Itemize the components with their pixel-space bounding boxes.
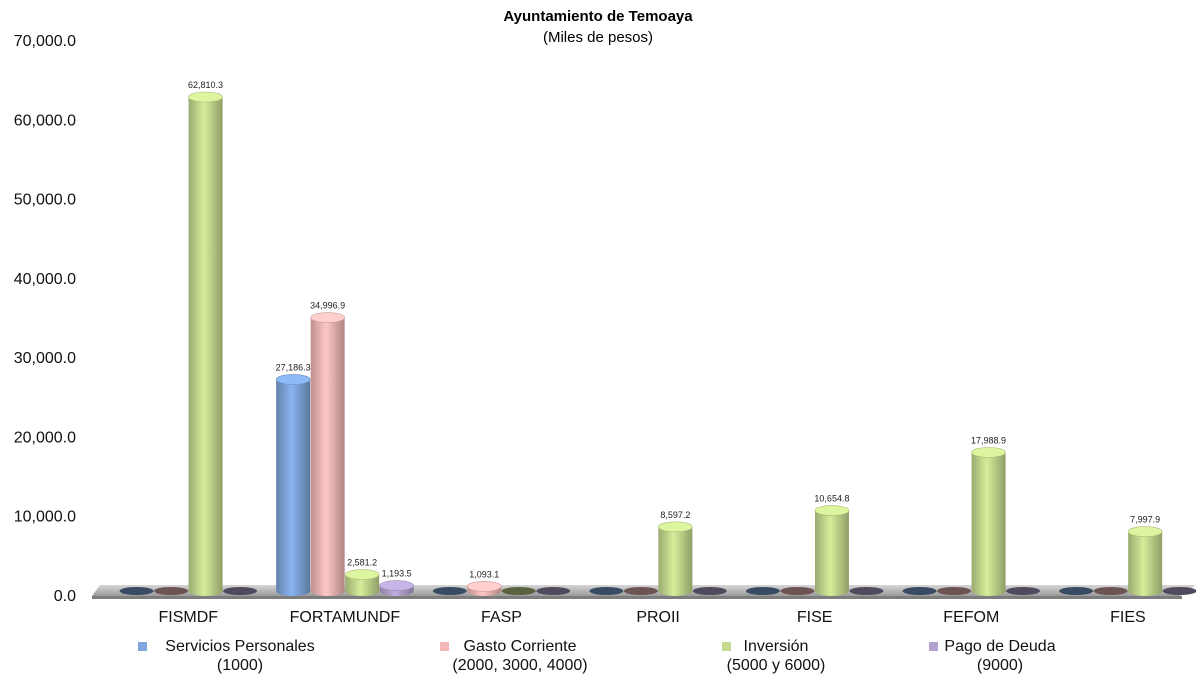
x-tick-label: FIES xyxy=(1110,609,1146,626)
bar-top xyxy=(275,374,311,385)
legend-item: Servicios Personales (1000) xyxy=(138,637,330,675)
x-tick-label: FORTAMUNDF xyxy=(290,609,401,626)
y-tick-label: 10,000.0 xyxy=(14,509,76,526)
data-label: 17,988.9 xyxy=(971,435,1006,445)
bar-top xyxy=(466,581,502,592)
bar-zero xyxy=(902,587,937,595)
bar-top xyxy=(1127,526,1163,537)
bar-top xyxy=(379,580,414,591)
bar xyxy=(658,526,693,596)
bar-zero xyxy=(119,587,154,595)
bar xyxy=(1128,531,1163,596)
x-tick-label: FEFOM xyxy=(943,609,999,626)
bar-zero xyxy=(849,587,884,595)
data-label: 62,810.3 xyxy=(188,80,223,90)
x-tick-label: FISMDF xyxy=(159,609,219,626)
legend-swatch xyxy=(138,642,147,651)
chart-floor-edge xyxy=(92,596,1182,599)
legend-label: Pago de Deuda xyxy=(910,637,1090,656)
bar-zero xyxy=(536,587,571,595)
legend-swatch xyxy=(440,642,449,651)
y-tick-label: 30,000.0 xyxy=(14,350,76,367)
legend-label-code: (2000, 3000, 4000) xyxy=(452,657,588,674)
data-label: 10,654.8 xyxy=(814,494,849,504)
bar-top xyxy=(188,91,223,103)
bar-zero xyxy=(501,587,536,595)
legend-swatch xyxy=(928,642,938,651)
bar-zero xyxy=(745,587,780,595)
bar xyxy=(345,574,380,596)
bar-top xyxy=(658,521,693,533)
bar-top xyxy=(344,569,380,580)
legend-item: Gasto Corriente (2000, 3000, 4000) xyxy=(430,637,610,675)
legend-item: Pago de Deuda (9000) xyxy=(910,637,1090,675)
bar-top xyxy=(814,505,850,516)
legend-swatch xyxy=(722,642,732,651)
legend: Servicios Personales (1000) Gasto Corrient… xyxy=(0,637,1196,675)
y-tick-label: 20,000.0 xyxy=(14,429,76,446)
x-tick-label: PROII xyxy=(636,609,680,626)
bar-zero xyxy=(154,587,189,595)
y-tick-label: 60,000.0 xyxy=(14,112,76,129)
legend-label: Gasto Corriente xyxy=(430,637,610,656)
bar xyxy=(971,452,1006,596)
x-tick-label: FISE xyxy=(797,609,833,626)
bar-zero xyxy=(1006,587,1041,595)
data-label: 8,597.2 xyxy=(660,510,690,520)
chart-title: Ayuntamiento de Temoaya xyxy=(503,8,693,25)
bar-zero xyxy=(432,587,467,595)
legend-label-code: (5000 y 6000) xyxy=(726,657,826,674)
data-label: 27,186.3 xyxy=(276,362,311,372)
legend-label-code: (1000) xyxy=(216,657,264,674)
y-tick-label: 0.0 xyxy=(54,588,76,605)
bar-zero xyxy=(223,587,258,595)
legend-label: Servicios Personales xyxy=(138,637,330,656)
y-tick-label: 50,000.0 xyxy=(14,192,76,209)
bar xyxy=(276,379,311,596)
y-tick-label: 70,000.0 xyxy=(14,33,76,50)
data-label: 2,581.2 xyxy=(347,558,377,568)
plot-area: 0.0 10,000.0 20,000.0 30,000.0 40,000.0 50,00… xyxy=(14,33,1196,626)
legend-label: Inversión xyxy=(686,637,866,656)
data-label: 1,193.5 xyxy=(382,569,412,579)
data-label: 34,996.9 xyxy=(310,301,345,311)
bar xyxy=(188,97,223,596)
chart-subtitle: (Miles de pesos) xyxy=(542,29,654,46)
bar-top xyxy=(971,447,1006,458)
bar-zero xyxy=(1093,587,1128,595)
bar-zero xyxy=(937,587,972,595)
data-label: 7,997.9 xyxy=(1130,515,1160,525)
legend-label-code: (9000) xyxy=(976,657,1024,674)
data-label: 1,093.1 xyxy=(469,569,499,579)
bar xyxy=(310,317,345,596)
x-tick-label: FASP xyxy=(481,609,522,626)
y-tick-label: 40,000.0 xyxy=(14,271,76,288)
legend-item: Inversión (5000 y 6000) xyxy=(686,637,866,675)
bar-zero xyxy=(1162,587,1196,595)
bar-zero xyxy=(589,587,624,595)
bar-zero xyxy=(780,587,815,595)
bar-zero xyxy=(1059,587,1094,595)
bar-top xyxy=(310,312,345,323)
bar-zero xyxy=(623,587,658,595)
bar-zero xyxy=(692,587,727,595)
bar xyxy=(814,510,849,596)
